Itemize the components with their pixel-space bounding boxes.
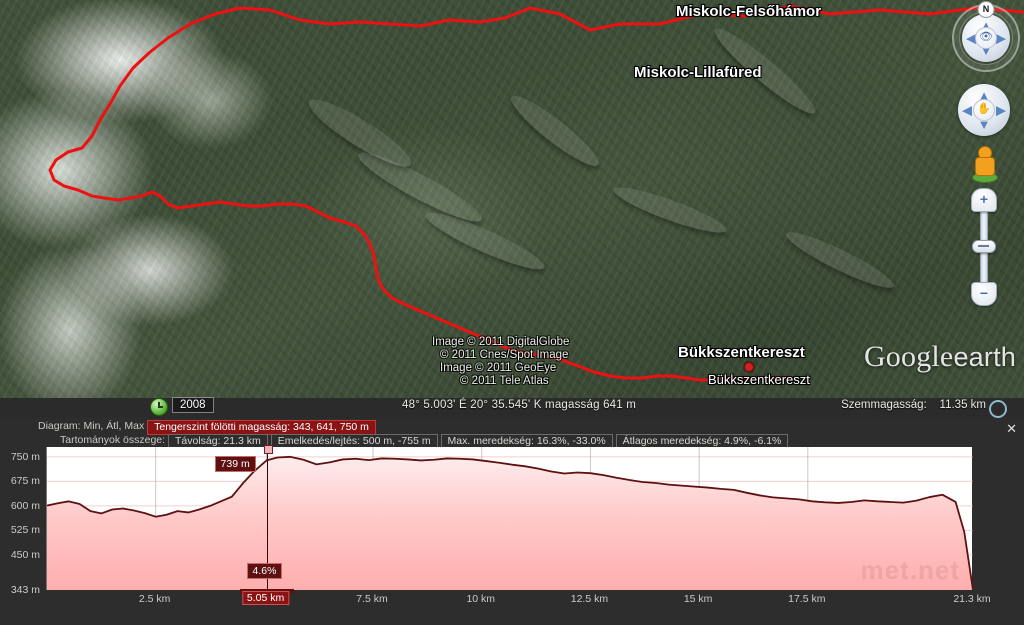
globe-status-icon <box>989 400 1007 418</box>
navigation-controls[interactable]: N ▲ ▼ ◀ ▶ 👁 ▲ ▼ ◀ ▶ ✋ <box>952 1 1020 306</box>
map-label-bukkszentkereszt-city: Bükkszentkereszt <box>678 344 805 361</box>
chart-x-tick-label: 21.3 km <box>953 593 991 605</box>
cursor-elevation-tooltip: 739 m <box>214 456 256 473</box>
pan-joystick[interactable]: ▲ ▼ ◀ ▶ ✋ <box>958 84 1010 136</box>
elevation-area-fill <box>47 456 973 590</box>
map-poi-marker[interactable] <box>744 362 754 372</box>
look-up-arrow-icon[interactable]: ▲ <box>979 18 993 33</box>
look-right-arrow-icon[interactable]: ▶ <box>996 30 1006 46</box>
logo-google-text: Google <box>863 340 954 373</box>
coordinates-readout: 48° 5.003' É 20° 35.545' K magasság 641 … <box>402 399 637 411</box>
chart-y-tick-label: 750 m <box>10 450 40 463</box>
historical-imagery-clock-icon[interactable] <box>150 398 168 416</box>
chart-x-tick-label-selected: 5.05 km <box>241 591 290 605</box>
cursor-grade-tooltip: 4.6% <box>246 563 283 579</box>
terrain-texture-overlay <box>0 0 1024 398</box>
chart-x-tick-label: 12.5 km <box>570 593 609 605</box>
chart-x-axis: 2.5 km 5.05 km 7.5 km 10 km 12.5 km 15 km 17.5… <box>46 591 991 608</box>
look-down-arrow-icon[interactable]: ▼ <box>979 43 993 58</box>
chart-y-tick-label: 525 m <box>10 524 40 537</box>
attribution-line-1: Image © 2011 DigitalGlobe <box>432 336 570 348</box>
eye-altitude-readout: Szemmagasság: 11.35 km <box>841 399 986 411</box>
chart-x-tick-label: 10 km <box>466 593 496 605</box>
chart-x-tick-label: 15 km <box>683 593 713 605</box>
chart-y-tick-label: 600 m <box>10 499 40 512</box>
compass-ring[interactable]: N ▲ ▼ ◀ ▶ 👁 <box>952 1 1020 72</box>
diagram-stats-label: Diagram: Min, Átl, Max <box>38 420 145 432</box>
terrain-imagery <box>0 0 1024 398</box>
eye-icon[interactable]: 👁 <box>975 27 997 49</box>
close-icon[interactable]: ✕ <box>1006 421 1017 436</box>
chart-y-tick-label: 343 m <box>10 584 40 596</box>
elevation-profile-panel: ✕ Diagram: Min, Átl, Max Tengerszint föl… <box>0 418 1024 625</box>
zoom-out-button[interactable]: − <box>971 282 997 306</box>
pan-right-arrow-icon[interactable]: ▶ <box>996 102 1006 118</box>
pegman-body <box>975 157 995 176</box>
eye-altitude-label: Szemmagasság: <box>841 399 927 411</box>
totals-label: Tartományok összege: <box>60 434 166 446</box>
hand-icon[interactable]: ✋ <box>973 99 995 121</box>
chart-y-axis: 750 m 675 m 600 m 525 m 450 m 343 m <box>0 447 44 596</box>
chart-x-tick-label: 7.5 km <box>356 593 388 605</box>
elevation-chart[interactable]: 739 m4.6% met.net <box>46 445 973 594</box>
map-label-bukkszentkereszt-poi: Bükkszentkereszt <box>708 372 810 387</box>
logo-earth-text: earth <box>953 342 1016 372</box>
pan-left-arrow-icon[interactable]: ◀ <box>962 102 972 118</box>
chart-x-tick-label: 2.5 km <box>138 593 171 605</box>
pan-up-arrow-icon[interactable]: ▲ <box>977 88 991 103</box>
map-label-miskolc-felsohamor: Miskolc-Felsőhámor <box>676 3 822 20</box>
profile-stats-row-1: Diagram: Min, Átl, Max Tengerszint fölöt… <box>38 420 376 435</box>
zoom-slider[interactable]: + − <box>971 188 997 306</box>
status-bar: 2008 48° 5.003' É 20° 35.545' K magasság… <box>0 396 1024 418</box>
google-earth-logo: Googleearth <box>864 340 1016 374</box>
chart-y-tick-label: 675 m <box>10 475 40 488</box>
attribution-line-2: © 2011 Cnes/Spot Image <box>440 349 569 361</box>
zoom-in-button[interactable]: + <box>971 188 997 212</box>
look-left-arrow-icon[interactable]: ◀ <box>966 30 976 46</box>
eye-altitude-value: 11.35 km <box>939 399 986 411</box>
imagery-date-badge[interactable]: 2008 <box>172 397 214 413</box>
elevation-range-chip: Tengerszint fölötti magasság: 343, 641, … <box>147 420 376 435</box>
north-indicator[interactable]: N <box>977 1 995 18</box>
chart-y-tick-label: 450 m <box>10 548 40 561</box>
satellite-map-view[interactable]: Miskolc-Felsőhámor Miskolc-Lillafüred Bü… <box>0 0 1024 398</box>
chart-x-tick-label: 17.5 km <box>788 593 826 605</box>
profile-stats-row-2: Tartományok összege: Távolság: 21.3 km E… <box>60 434 789 449</box>
attribution-line-3: Image © 2011 GeoEye <box>440 362 557 374</box>
zoom-slider-handle[interactable] <box>972 240 996 253</box>
look-joystick[interactable]: ▲ ▼ ◀ ▶ 👁 <box>962 14 1010 62</box>
attribution-line-4: © 2011 Tele Atlas <box>460 375 549 387</box>
gps-track-path <box>48 4 1024 382</box>
elevation-line <box>47 455 973 590</box>
chart-plot-area[interactable]: 739 m 4.6% <box>46 445 973 594</box>
map-label-miskolc-lillafured: Miskolc-Lillafüred <box>634 64 762 81</box>
street-view-pegman-icon[interactable] <box>971 146 998 183</box>
pan-down-arrow-icon[interactable]: ▼ <box>977 117 991 132</box>
chart-cursor-handle[interactable] <box>263 445 273 454</box>
elevation-curve <box>47 447 973 590</box>
